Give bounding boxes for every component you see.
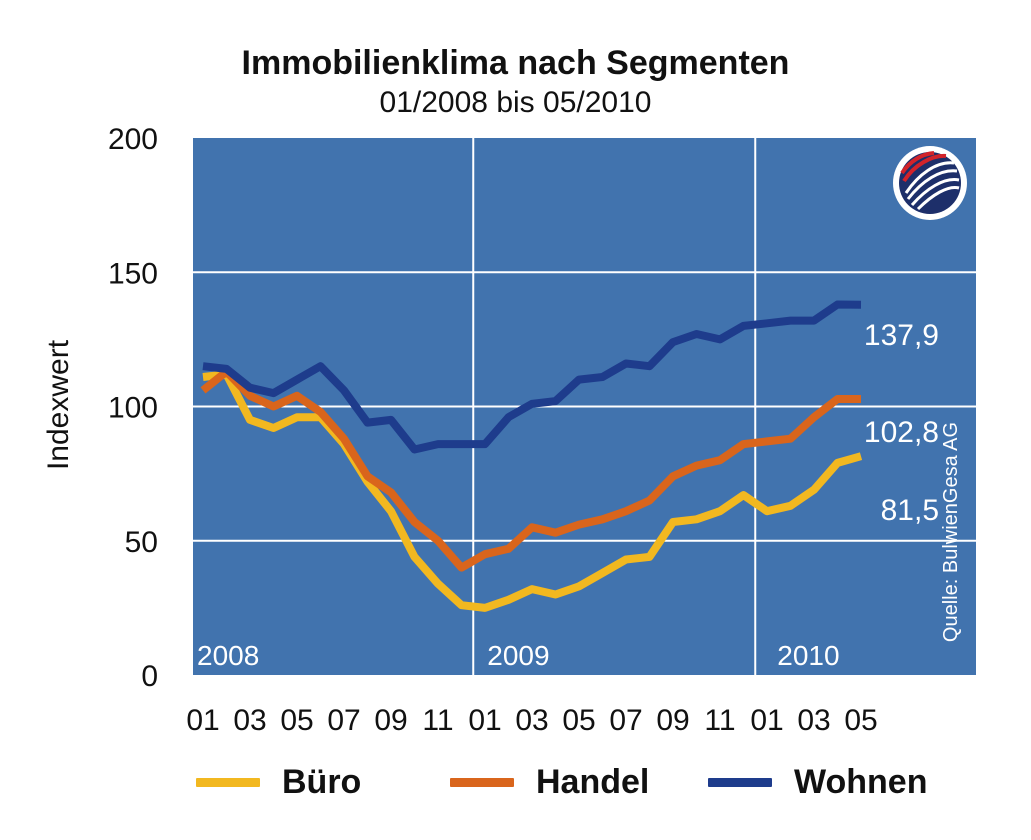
series-line-handel (200, 367, 861, 572)
series-layer (200, 300, 863, 612)
year-label: 2010 (777, 640, 839, 671)
x-tick-label: 09 (656, 704, 689, 737)
x-tick-label: 01 (750, 704, 783, 737)
legend-label-wohnen: Wohnen (794, 762, 928, 801)
y-tick-label: 0 (141, 660, 158, 693)
bulwiengesa-logo-icon (893, 146, 967, 220)
x-tick-label: 03 (515, 704, 548, 737)
legend-label-handel: Handel (536, 762, 650, 801)
year-label: 2008 (197, 640, 259, 671)
chart-title: Immobilienklima nach Segmenten (241, 44, 790, 82)
x-tick-label: 05 (562, 704, 595, 737)
year-label: 2009 (487, 640, 549, 671)
y-tick-label: 200 (108, 123, 158, 156)
legend-item-wohnen: Wohnen (708, 757, 927, 807)
x-tick-label: 11 (422, 704, 453, 737)
end-value-label-handel: 102,8 (864, 416, 939, 449)
end-value-label-büro: 81,5 (881, 494, 939, 527)
series-line-büro (202, 370, 863, 612)
grid-layer (193, 138, 976, 675)
y-tick-label: 150 (108, 257, 158, 290)
x-tick-label: 05 (844, 704, 877, 737)
legend-swatch-handel (450, 777, 514, 787)
x-tick-label: 03 (797, 704, 830, 737)
series-line-wohnen (202, 300, 862, 454)
x-tick-label: 11 (704, 704, 735, 737)
legend: Büro Handel Wohnen (0, 757, 1031, 807)
y-axis-label: Indexwert (42, 339, 75, 470)
x-tick-label: 05 (280, 704, 313, 737)
x-tick-label: 09 (374, 704, 407, 737)
x-tick-label: 07 (609, 704, 642, 737)
end-value-label-wohnen: 137,9 (864, 319, 939, 352)
legend-swatch-buero (196, 777, 260, 787)
chart-subtitle: 01/2008 bis 05/2010 (379, 86, 652, 119)
legend-swatch-wohnen (708, 777, 772, 787)
x-tick-label: 03 (233, 704, 266, 737)
x-tick-label: 01 (186, 704, 219, 737)
x-tick-label: 07 (327, 704, 360, 737)
legend-item-buero: Büro (196, 757, 361, 807)
y-tick-label: 100 (108, 392, 158, 425)
source-note: Quelle: BulwienGesa AG (940, 422, 962, 642)
legend-item-handel: Handel (450, 757, 649, 807)
y-tick-label: 50 (125, 526, 158, 559)
legend-label-buero: Büro (282, 762, 362, 801)
x-tick-label: 01 (468, 704, 501, 737)
